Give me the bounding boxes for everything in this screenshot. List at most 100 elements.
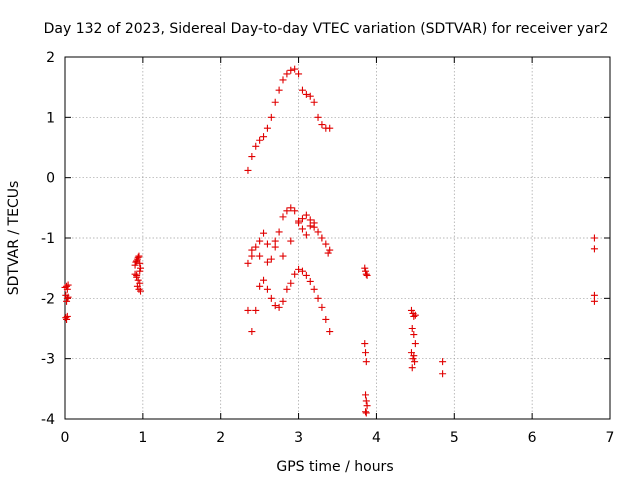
data-point [291,207,299,215]
data-point [63,297,71,305]
data-point [260,276,268,284]
data-point [256,282,264,290]
data-point [326,246,334,254]
data-point [267,113,275,121]
data-point [439,358,447,366]
data-point [295,70,303,78]
data-point [267,294,275,302]
data-point [63,285,71,293]
data-point [133,271,141,279]
data-point [271,243,279,251]
data-point [590,297,598,305]
data-point [252,306,260,314]
data-point [137,264,145,272]
x-tick-label: 7 [606,430,615,446]
series-early-cluster [61,281,72,323]
y-axis-label: SDTVAR / TECUs [6,181,22,296]
data-point [244,259,252,267]
data-point [302,211,310,219]
y-tick-label: -3 [41,352,55,368]
data-point [409,355,417,363]
data-point [287,204,295,212]
series-hour-four-half-cluster [407,306,419,372]
data-point [137,287,145,295]
data-point [291,270,299,278]
series-hour-five-cluster [439,358,447,378]
data-point [283,285,291,293]
data-point [306,222,314,230]
data-point [298,215,306,223]
data-point [63,315,71,323]
data-point [248,328,256,336]
data-point [279,297,287,305]
data-point [590,234,598,242]
y-tick-label: 2 [46,50,55,66]
data-point [136,259,144,267]
data-point [291,65,299,73]
data-point [62,314,70,322]
data-point [287,66,295,74]
data-point [361,264,369,272]
data-point [131,261,139,269]
series-arc-middle-b [248,211,332,266]
data-point [361,340,369,348]
data-point [135,252,143,260]
data-point [64,281,72,289]
data-point [408,364,416,372]
data-point [318,303,326,311]
data-point [411,340,419,348]
data-point [295,217,303,225]
data-point [314,228,322,236]
y-tick-label: -1 [41,231,55,247]
data-point [410,352,418,360]
data-point [408,325,416,332]
data-point [314,113,322,121]
x-tick-labels: 0 1 2 3 4 5 6 7 [61,430,615,446]
data-point [362,397,370,405]
series-arc-middle-a [244,204,334,267]
x-tick-label: 3 [294,430,303,446]
data-point [407,306,415,314]
data-point [252,243,260,251]
y-tick-label: 1 [46,110,55,126]
data-point [260,133,268,141]
data-point [135,285,143,293]
data-point [131,270,139,278]
data-point [298,86,306,94]
data-point [322,315,330,323]
data-point [263,240,271,248]
data-point [302,271,310,279]
x-tick-label: 2 [216,430,225,446]
data-point [362,391,370,399]
data-point [322,240,330,248]
series-hour-four-cluster [361,264,371,417]
data-point [64,293,72,301]
data-point [260,229,268,237]
x-tick-label: 0 [61,430,70,446]
data-point [63,282,71,290]
data-point [263,258,271,266]
data-point [362,358,370,366]
data-point [252,142,260,150]
data-point [410,312,418,320]
data-point [324,249,332,257]
data-point [326,124,334,132]
data-point [244,306,252,314]
data-point [63,312,71,320]
data-point [306,216,314,224]
series-hour-one-cluster [131,252,145,295]
series-arc-lower [244,265,334,336]
data-point [134,253,142,261]
x-tick-label: 6 [528,430,537,446]
data-point [362,267,370,275]
data-point [362,270,370,278]
data-point [279,252,287,260]
data-point [310,98,318,106]
data-point [410,331,418,339]
data-point [248,153,256,161]
x-tick-label: 1 [138,430,147,446]
chart-title: Day 132 of 2023, Sidereal Day-to-day VTE… [44,21,609,37]
data-point [411,311,419,319]
data-point [590,245,598,253]
